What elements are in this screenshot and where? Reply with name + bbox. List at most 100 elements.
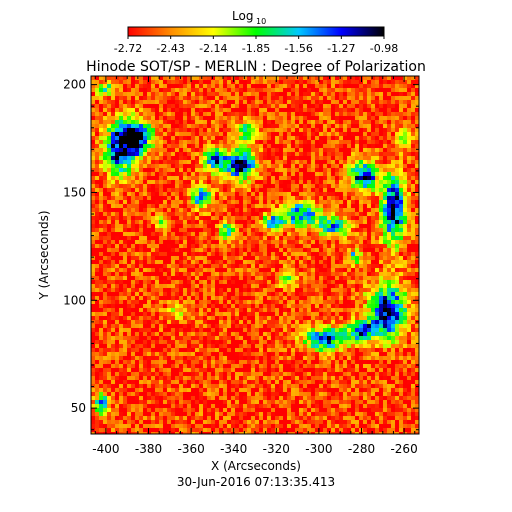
heatmap-cell (359, 304, 363, 308)
heatmap-cell (131, 100, 135, 104)
heatmap-cell (275, 100, 279, 104)
heatmap-cell (215, 96, 219, 100)
heatmap-cell (295, 148, 299, 152)
heatmap-cell (267, 304, 271, 308)
heatmap-cell (151, 112, 155, 116)
heatmap-cell (287, 176, 291, 180)
heatmap-cell (399, 76, 403, 80)
heatmap-cell (275, 88, 279, 92)
heatmap-cell (399, 120, 403, 124)
heatmap-cell (303, 112, 307, 116)
heatmap-cell (383, 176, 387, 180)
heatmap-cell (359, 100, 363, 104)
heatmap-cell (211, 152, 215, 156)
heatmap-cell (283, 104, 287, 108)
heatmap-cell (403, 132, 407, 136)
heatmap-cell (375, 292, 379, 296)
heatmap-cell (107, 248, 111, 252)
heatmap-cell (159, 132, 163, 136)
heatmap-cell (171, 188, 175, 192)
heatmap-cell (95, 288, 99, 292)
heatmap-cell (335, 80, 339, 84)
heatmap-cell (387, 84, 391, 88)
heatmap-cell (151, 144, 155, 148)
heatmap-cell (303, 204, 307, 208)
heatmap-cell (359, 220, 363, 224)
heatmap-cell (139, 228, 143, 232)
heatmap-cell (131, 308, 135, 312)
heatmap-cell (351, 132, 355, 136)
heatmap-cell (299, 164, 303, 168)
heatmap-cell (131, 304, 135, 308)
heatmap-cell (327, 240, 331, 244)
heatmap-cell (243, 268, 247, 272)
heatmap-cell (267, 188, 271, 192)
heatmap-cell (123, 196, 127, 200)
heatmap-cell (279, 140, 283, 144)
heatmap-cell (123, 144, 127, 148)
heatmap-cell (391, 88, 395, 92)
heatmap-cell (379, 200, 383, 204)
heatmap-cell (363, 224, 367, 228)
heatmap-cell (331, 216, 335, 220)
heatmap-cell (251, 196, 255, 200)
heatmap-cell (251, 312, 255, 316)
heatmap-cell (323, 180, 327, 184)
heatmap-cell (111, 168, 115, 172)
heatmap-cell (135, 84, 139, 88)
heatmap-cell (387, 256, 391, 260)
heatmap-cell (275, 108, 279, 112)
heatmap-cell (95, 172, 99, 176)
heatmap-cell (119, 84, 123, 88)
heatmap-cell (259, 100, 263, 104)
heatmap-cell (255, 128, 259, 132)
heatmap-cell (411, 312, 415, 316)
heatmap-cell (375, 92, 379, 96)
heatmap-cell (151, 196, 155, 200)
heatmap-cell (115, 196, 119, 200)
heatmap-cell (255, 252, 259, 256)
heatmap-cell (367, 212, 371, 216)
heatmap-cell (399, 92, 403, 96)
heatmap-cell (167, 180, 171, 184)
heatmap-cell (387, 156, 391, 160)
heatmap-cell (291, 152, 295, 156)
heatmap-cell (395, 140, 399, 144)
heatmap-cell (163, 220, 167, 224)
heatmap-cell (95, 224, 99, 228)
heatmap-cell (187, 120, 191, 124)
heatmap-cell (271, 76, 275, 80)
heatmap-cell (199, 240, 203, 244)
heatmap-cell (359, 112, 363, 116)
heatmap-cell (299, 288, 303, 292)
heatmap-cell (211, 220, 215, 224)
heatmap-cell (315, 248, 319, 252)
heatmap-cell (171, 248, 175, 252)
heatmap-cell (399, 288, 403, 292)
heatmap-cell (239, 156, 243, 160)
heatmap-cell (107, 196, 111, 200)
heatmap-cell (191, 120, 195, 124)
heatmap-cell (163, 124, 167, 128)
heatmap-cell (255, 224, 259, 228)
heatmap-cell (287, 212, 291, 216)
heatmap-cell (151, 168, 155, 172)
heatmap-cell (375, 212, 379, 216)
heatmap-cell (319, 200, 323, 204)
heatmap-cell (363, 260, 367, 264)
heatmap-cell (179, 252, 183, 256)
heatmap-cell (115, 96, 119, 100)
heatmap-cell (363, 76, 367, 80)
heatmap-cell (295, 272, 299, 276)
heatmap-cell (175, 312, 179, 316)
heatmap-cell (239, 208, 243, 212)
heatmap-cell (291, 220, 295, 224)
heatmap-cell (347, 220, 351, 224)
heatmap-cell (271, 128, 275, 132)
heatmap-cell (367, 228, 371, 232)
heatmap-cell (303, 276, 307, 280)
heatmap-cell (407, 272, 411, 276)
heatmap-cell (331, 276, 335, 280)
heatmap-cell (279, 108, 283, 112)
heatmap-cell (363, 88, 367, 92)
